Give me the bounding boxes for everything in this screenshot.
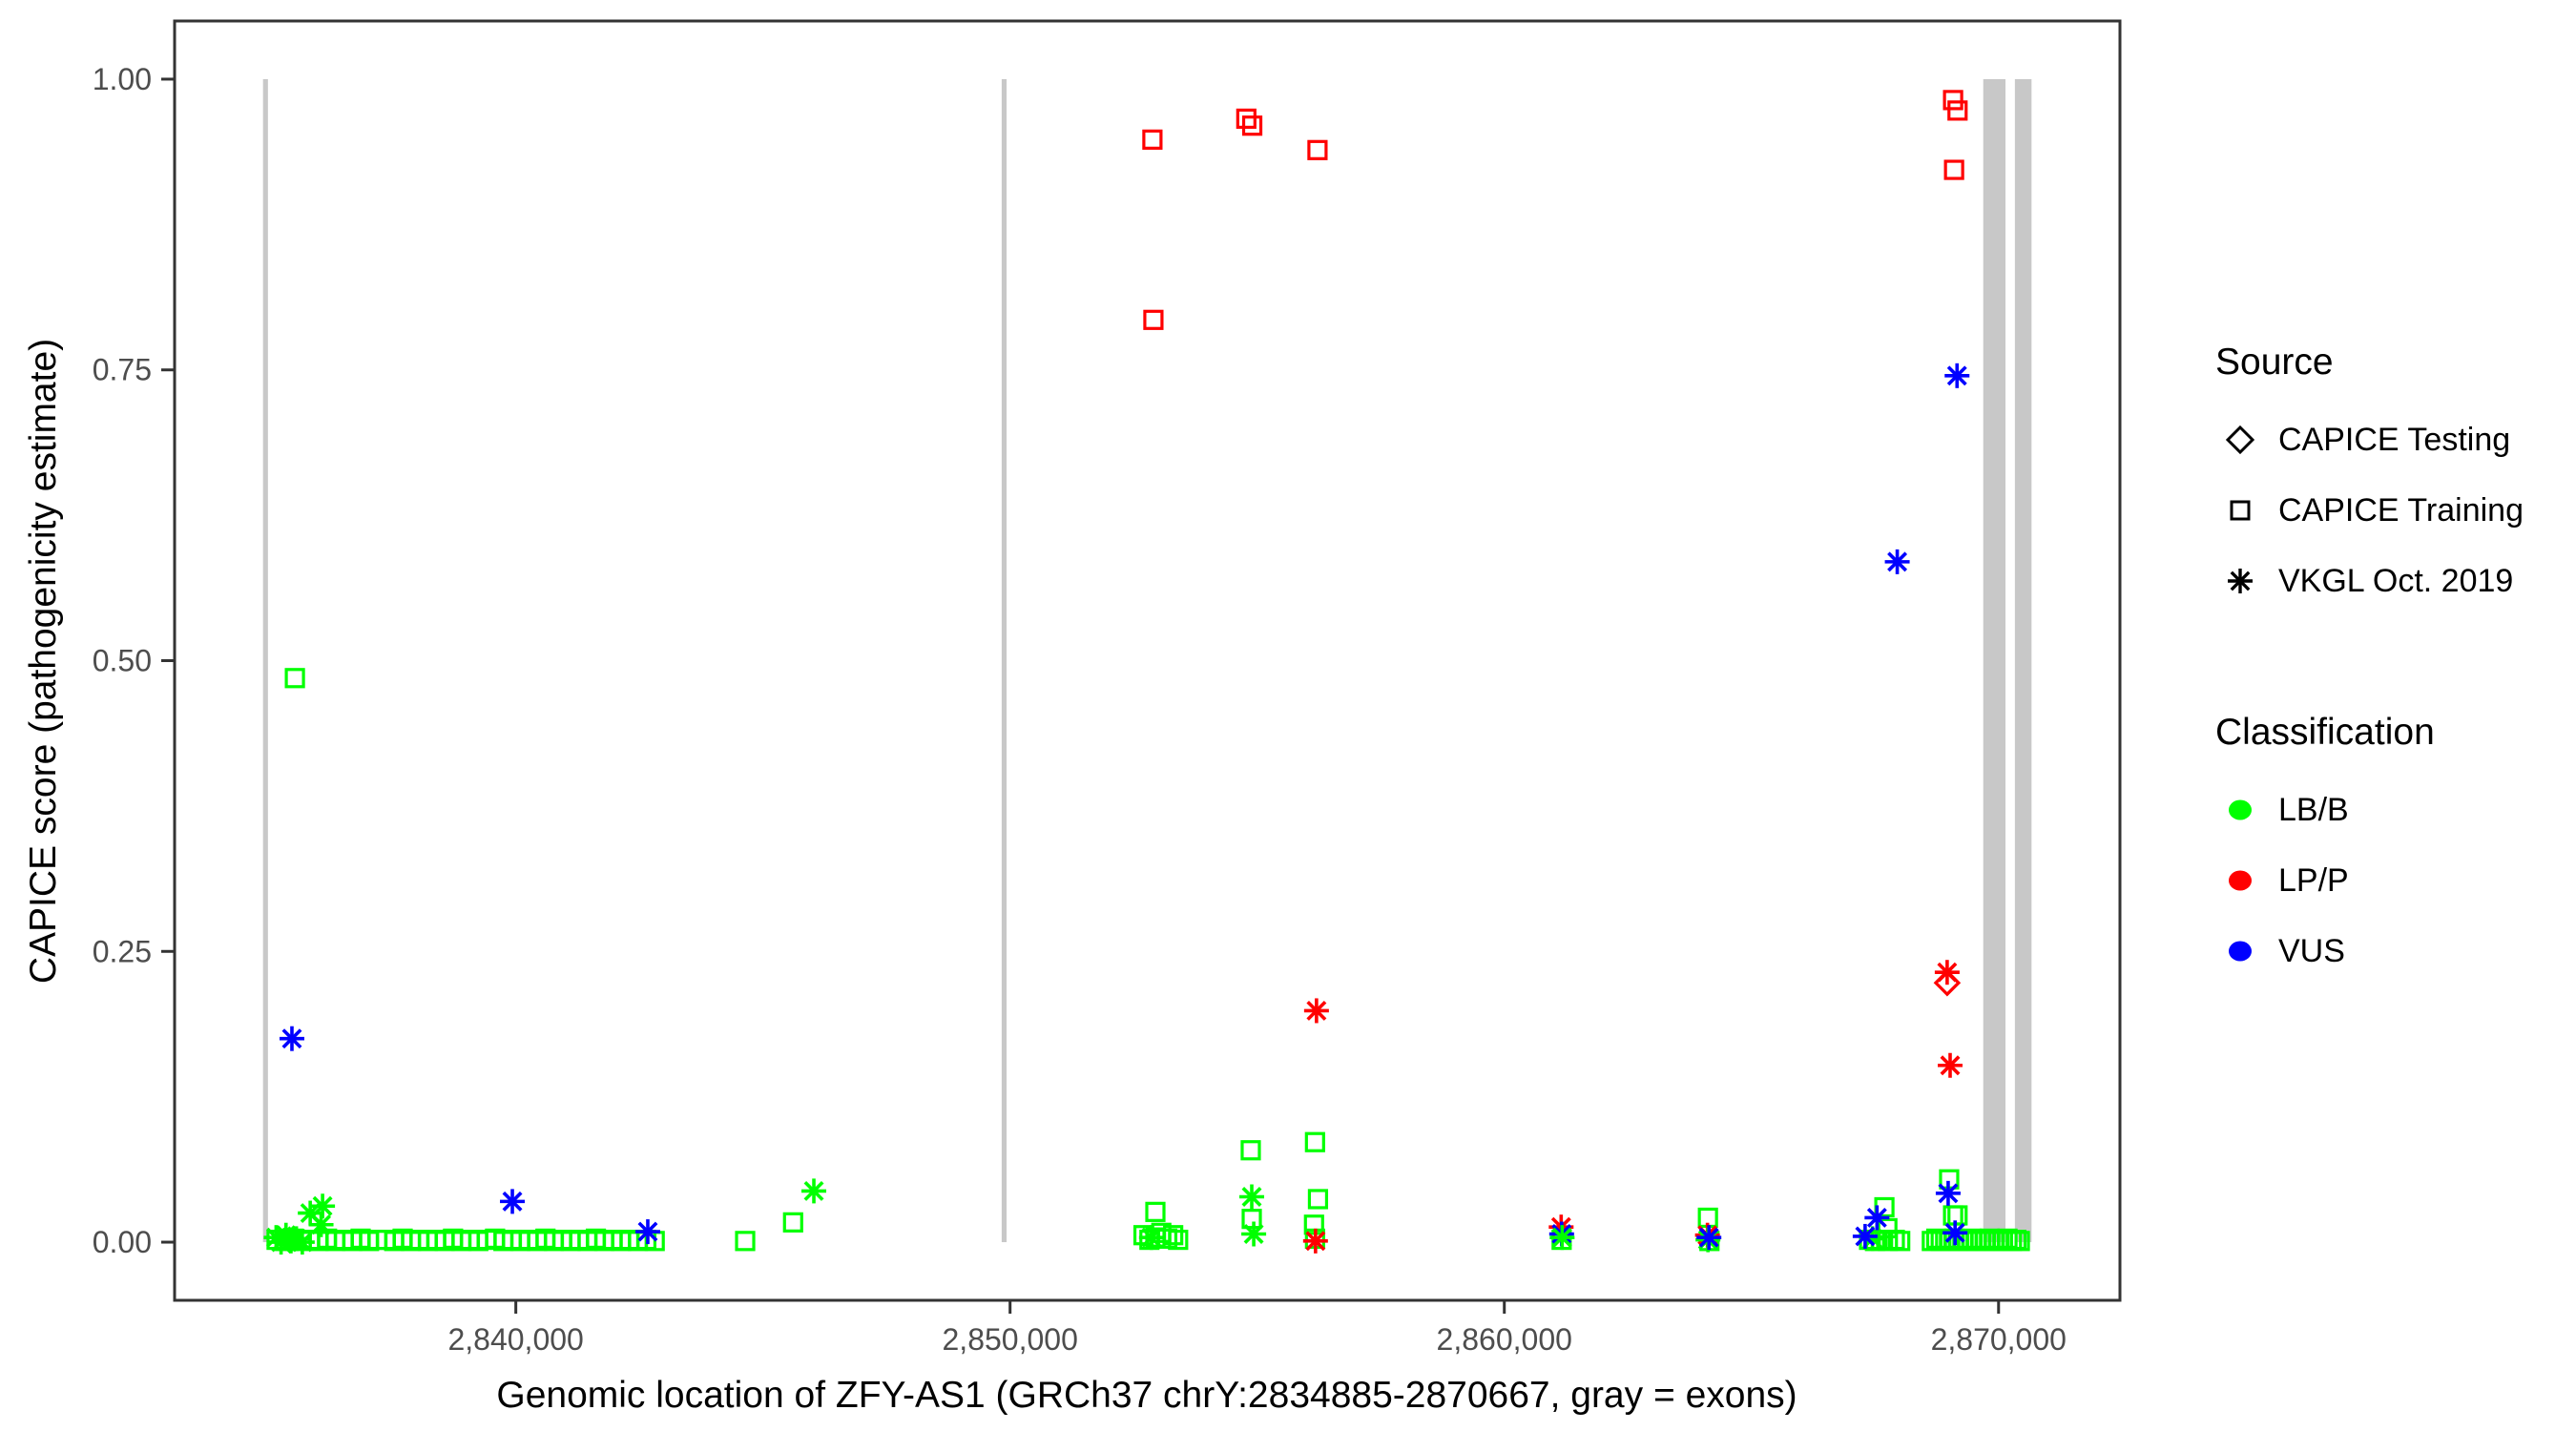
point-square-training	[1943, 159, 1964, 180]
legend-item-capice-training: CAPICE Training	[2215, 475, 2570, 546]
point-square-training	[782, 1212, 803, 1233]
legend-item-vus: VUS	[2215, 916, 2570, 986]
point-asterisk-vkgl	[1241, 1187, 1262, 1207]
x-tick-label: 2,870,000	[1931, 1322, 2067, 1357]
exon-bar	[1983, 78, 2006, 1243]
point-asterisk-vkgl	[1887, 551, 1908, 572]
point-asterisk-vkgl	[1698, 1227, 1719, 1248]
color-dot-icon	[2229, 799, 2252, 820]
point-asterisk-vkgl	[1855, 1226, 1876, 1247]
y-tick-label: 0.25	[93, 934, 152, 968]
panel-border	[173, 19, 2122, 1302]
point-square-training	[1307, 139, 1328, 160]
point-asterisk-vkgl	[1940, 1055, 1961, 1076]
point-asterisk-vkgl	[1938, 1183, 1959, 1204]
exon-bar	[262, 78, 268, 1243]
legend-glyph	[2215, 487, 2265, 533]
legend-item-capice-testing: CAPICE Testing	[2215, 404, 2570, 475]
legend-source-items: CAPICE Testing CAPICE Training VKGL Oct. 2…	[2215, 404, 2570, 616]
point-asterisk-vkgl	[1305, 1231, 1326, 1252]
point-square-training	[1240, 1140, 1261, 1161]
point-square-training	[1890, 1231, 1911, 1252]
exon-bar	[1001, 78, 1008, 1243]
legend-group-source: Source CAPICE Testing CAPICE Training VKGL…	[2215, 342, 2570, 616]
legend-item-lp-p: LP/P	[2215, 845, 2570, 916]
x-tick-label: 2,840,000	[447, 1322, 583, 1357]
point-asterisk-vkgl	[1551, 1227, 1572, 1248]
legend-item-label: VUS	[2278, 932, 2345, 969]
legend-title-source: Source	[2215, 342, 2334, 383]
point-square-training	[1942, 90, 1963, 111]
y-tick-label: 1.00	[93, 62, 152, 96]
point-square-training	[1236, 108, 1257, 130]
legend-item-lb-b: LB/B	[2215, 775, 2570, 845]
x-tick-label: 2,860,000	[1437, 1322, 1572, 1357]
point-square-training	[2009, 1231, 2030, 1252]
point-square-training	[1241, 115, 1263, 136]
point-asterisk-vkgl	[312, 1195, 333, 1216]
point-square-training	[1947, 1205, 1968, 1226]
point-square-training	[1142, 129, 1163, 150]
legend-glyph	[2215, 928, 2265, 974]
legend-item-vkgl-oct-2019: VKGL Oct. 2019	[2215, 546, 2570, 616]
point-square-training	[1143, 309, 1164, 330]
legend-glyph	[2215, 417, 2265, 463]
point-asterisk-vkgl	[292, 1232, 313, 1253]
point-square-training	[1163, 1225, 1184, 1246]
legend-classification-items: LB/B LP/P VUS	[2215, 775, 2570, 986]
point-asterisk-vkgl	[1946, 365, 1967, 386]
point-square-training	[284, 668, 305, 689]
square-icon	[2230, 500, 2251, 521]
point-asterisk-vkgl	[1866, 1207, 1887, 1228]
legend: Source CAPICE Testing CAPICE Training VKGL…	[2215, 342, 2570, 986]
legend-item-label: VKGL Oct. 2019	[2278, 562, 2514, 599]
point-asterisk-vkgl	[1141, 1227, 1162, 1248]
point-square-training	[1942, 1205, 1963, 1226]
point-asterisk-vkgl	[637, 1221, 658, 1242]
point-square-training	[1145, 1201, 1166, 1222]
point-square-training	[1947, 100, 1968, 121]
point-square-training	[1877, 1217, 1898, 1239]
point-asterisk-vkgl	[502, 1191, 523, 1212]
color-dot-icon	[2229, 870, 2252, 891]
x-axis-title: Genomic location of ZFY-AS1 (GRCh37 chrY…	[496, 1375, 1797, 1416]
legend-item-label: CAPICE Testing	[2278, 421, 2511, 458]
point-asterisk-vkgl	[803, 1180, 824, 1201]
y-tick-label: 0.00	[93, 1225, 152, 1259]
legend-glyph	[2215, 558, 2265, 604]
y-tick-label: 0.50	[93, 644, 152, 678]
point-asterisk-vkgl	[1306, 1000, 1327, 1021]
point-asterisk-vkgl	[1243, 1224, 1264, 1244]
legend-item-label: CAPICE Training	[2278, 491, 2524, 529]
point-square-training	[1241, 1209, 1262, 1230]
x-tick-label: 2,850,000	[943, 1322, 1078, 1357]
point-square-training	[1304, 1131, 1325, 1152]
point-square-training	[1168, 1230, 1189, 1251]
legend-title-classification: Classification	[2215, 712, 2435, 753]
legend-item-label: LB/B	[2278, 791, 2349, 828]
y-tick-label: 0.75	[93, 353, 152, 387]
y-axis-title: CAPICE score (pathogenicity estimate)	[23, 338, 64, 985]
legend-glyph	[2215, 858, 2265, 903]
legend-group-classification: Classification LB/B LP/P VUS	[2215, 712, 2570, 986]
color-dot-icon	[2229, 941, 2252, 962]
point-asterisk-vkgl	[311, 1214, 332, 1235]
exon-bar	[2014, 78, 2032, 1243]
point-asterisk-vkgl	[1944, 1222, 1965, 1243]
point-diamond-testing	[276, 1226, 303, 1254]
legend-glyph	[2215, 787, 2265, 833]
point-diamond-testing	[1933, 968, 1962, 997]
point-square-training	[1307, 1189, 1329, 1210]
point-asterisk-vkgl	[281, 1028, 302, 1049]
legend-item-label: LP/P	[2278, 861, 2349, 899]
point-square-training	[735, 1231, 756, 1252]
asterisk-icon	[2228, 569, 2253, 593]
diamond-icon	[2225, 425, 2255, 455]
